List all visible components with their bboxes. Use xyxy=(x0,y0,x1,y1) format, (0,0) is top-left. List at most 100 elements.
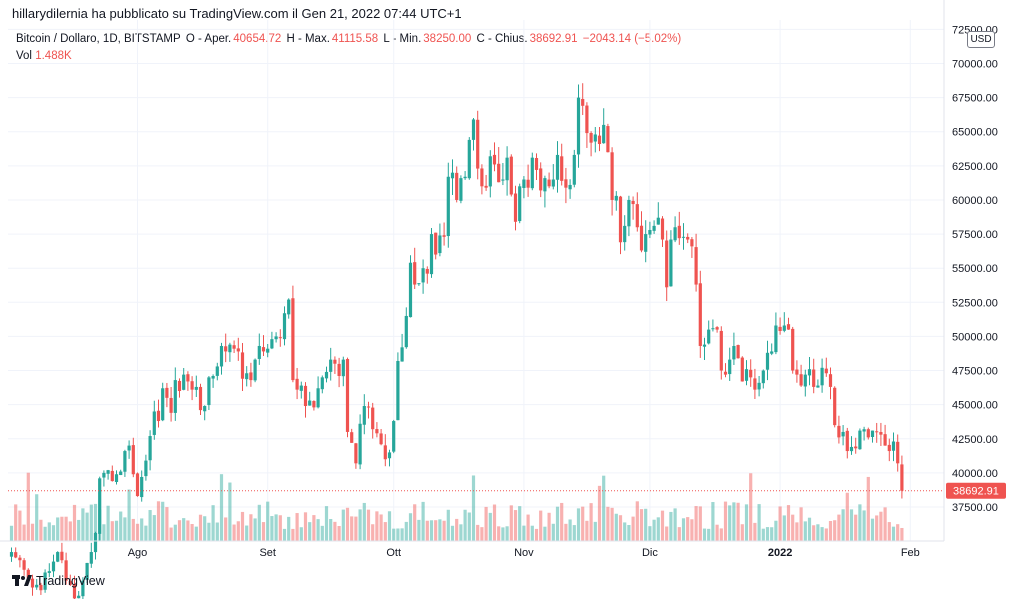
candle-body xyxy=(203,406,207,412)
open-value: 40654.72 xyxy=(233,33,282,45)
volume-bar xyxy=(173,524,177,541)
volume-bar xyxy=(341,509,345,541)
volume-bar xyxy=(484,506,488,541)
volume-bar xyxy=(606,506,610,541)
candle-body xyxy=(404,315,408,348)
candle-body xyxy=(833,387,837,426)
volume-bar xyxy=(480,527,484,541)
volume-bar xyxy=(652,519,656,541)
y-tick-label: 65000.00 xyxy=(952,127,998,139)
volume-bar xyxy=(387,511,392,541)
volume-bar xyxy=(795,522,799,541)
candle-body xyxy=(371,407,375,430)
candle-body xyxy=(488,156,492,187)
candle-body xyxy=(828,374,833,387)
candle-body xyxy=(257,345,261,359)
candle-body xyxy=(337,363,341,376)
volume-bar xyxy=(224,517,228,541)
volume-bar xyxy=(547,512,551,541)
volume-bar xyxy=(240,511,245,541)
candle-body xyxy=(467,139,471,179)
volume-bar xyxy=(425,520,429,541)
candle-body xyxy=(492,154,497,165)
candle-body xyxy=(883,434,887,446)
candle-body xyxy=(228,344,232,353)
candle-body xyxy=(287,299,291,315)
candle-body xyxy=(295,378,299,390)
symbol-name[interactable]: Bitcoin / Dollaro, 1D, BITSTAMP xyxy=(16,33,181,45)
candle-body xyxy=(820,367,824,386)
volume-bar xyxy=(631,516,635,541)
volume-bar xyxy=(841,509,845,541)
volume-bar xyxy=(161,501,165,541)
volume-bar xyxy=(144,525,148,541)
volume-bar xyxy=(148,510,152,541)
candle-body xyxy=(165,387,169,398)
candle-body xyxy=(89,552,93,564)
volume-bar xyxy=(417,519,421,541)
candle-body xyxy=(207,377,211,406)
candle-body xyxy=(135,473,140,497)
candle-body xyxy=(291,298,295,381)
currency-badge[interactable]: USD xyxy=(967,31,995,48)
candle-body xyxy=(900,464,904,491)
volume-bar xyxy=(282,528,287,541)
candle-body xyxy=(144,460,148,477)
candle-body xyxy=(425,269,429,274)
volume-bar xyxy=(854,514,858,541)
volume-bar xyxy=(64,516,68,541)
volume-bar xyxy=(728,505,732,541)
candle-body xyxy=(413,262,417,285)
candle-body xyxy=(245,373,249,380)
volume-bar xyxy=(896,524,900,541)
candle-body xyxy=(459,178,463,201)
candle-body xyxy=(749,369,753,378)
y-tick-label: 67500.00 xyxy=(952,93,998,105)
volume-bar xyxy=(358,509,362,541)
candle-body xyxy=(618,196,623,243)
candle-body xyxy=(39,584,43,591)
volume-bar xyxy=(719,528,723,541)
volume-bar xyxy=(421,501,425,541)
volume-bar xyxy=(518,506,522,541)
candle-body xyxy=(375,429,379,434)
candle-body xyxy=(669,239,673,287)
candle-body xyxy=(715,327,719,330)
candle-body xyxy=(186,374,190,382)
candle-body xyxy=(161,388,165,421)
candle-body xyxy=(261,347,266,352)
volume-bar xyxy=(194,526,198,541)
volume-bar xyxy=(354,516,358,541)
candle-body xyxy=(299,385,303,391)
candle-body xyxy=(278,337,282,339)
candle-body xyxy=(560,156,564,181)
volume-bar xyxy=(56,517,60,541)
x-tick-label: Feb xyxy=(901,547,920,559)
candle-body xyxy=(870,430,875,438)
volume-bar xyxy=(875,515,879,541)
volume-bar xyxy=(203,516,207,541)
candle-body xyxy=(400,347,404,362)
candle-body xyxy=(656,217,660,225)
candle-body xyxy=(572,154,576,185)
volume-bar xyxy=(883,507,887,541)
last-price-badge-bg xyxy=(946,482,1006,499)
candle-body xyxy=(211,375,215,379)
candle-body xyxy=(698,283,702,346)
candle-body xyxy=(522,179,526,188)
volume-bar xyxy=(593,521,597,541)
volume-bar xyxy=(782,515,786,541)
candle-body xyxy=(509,156,513,195)
candle-body xyxy=(198,386,203,411)
y-tick-label: 57500.00 xyxy=(952,229,998,241)
volume-bar xyxy=(585,520,589,541)
candle-body xyxy=(732,345,736,360)
candle-body xyxy=(156,410,161,422)
volume-bar xyxy=(400,528,404,541)
volume-bar xyxy=(837,514,841,541)
volume-bar xyxy=(845,492,849,541)
candle-body xyxy=(526,179,530,188)
candle-body xyxy=(434,232,438,255)
candle-body xyxy=(677,225,681,239)
